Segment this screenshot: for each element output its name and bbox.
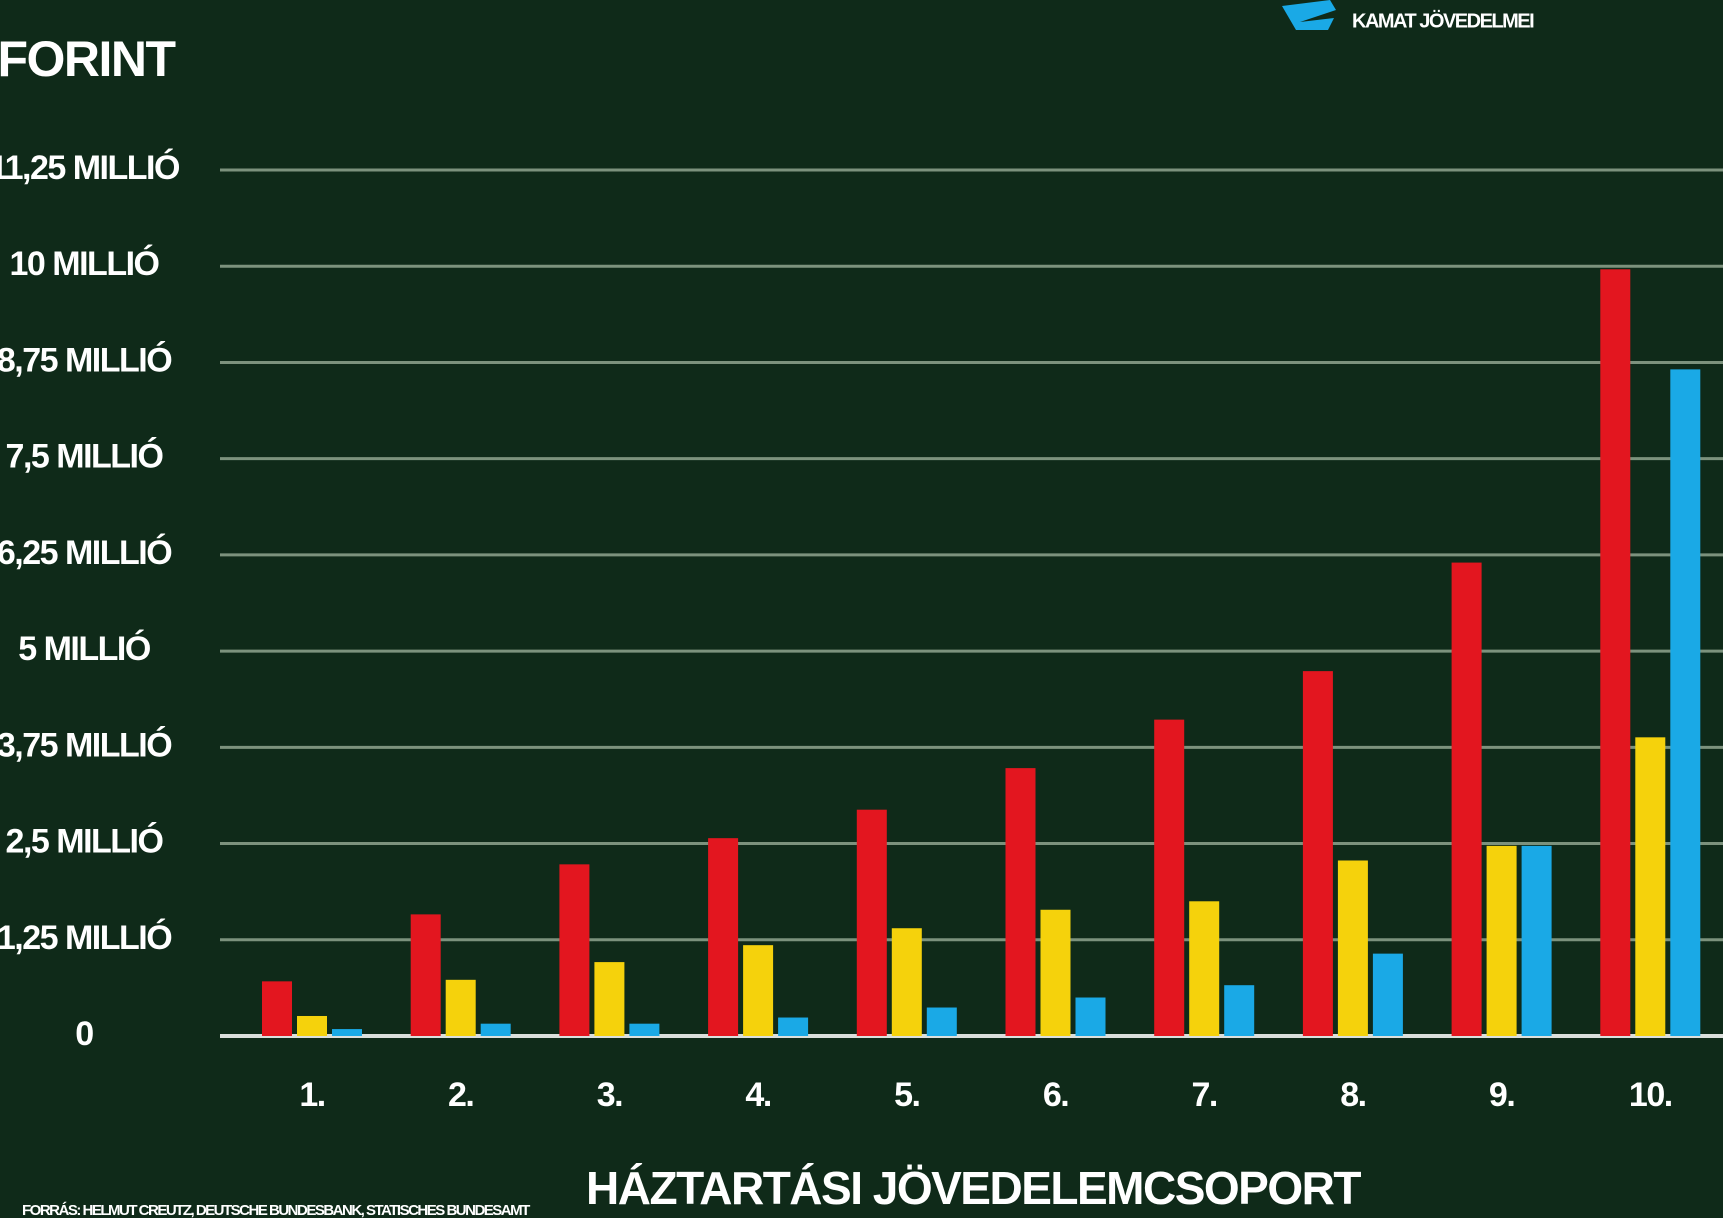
bar xyxy=(1154,719,1185,1036)
bar xyxy=(1670,369,1701,1036)
x-tick-label: 8. xyxy=(1340,1076,1365,1114)
bar xyxy=(743,945,774,1036)
y-tick-label: 6,25 MILLIÓ xyxy=(0,534,172,572)
bar xyxy=(1040,909,1071,1036)
bar xyxy=(1302,671,1333,1036)
y-tick-label: 5 MILLIÓ xyxy=(18,630,151,668)
bar xyxy=(594,962,625,1036)
y-tick-label: 1,25 MILLIÓ xyxy=(0,919,172,957)
legend-swatch xyxy=(1282,0,1336,30)
bar xyxy=(629,1023,660,1036)
bar xyxy=(778,1017,809,1036)
bar xyxy=(1521,845,1552,1036)
source: FORRÁS: HELMUT CREUTZ, DEUTSCHE BUNDESBA… xyxy=(22,1202,530,1218)
bar xyxy=(1451,562,1482,1036)
x-tick-label: 7. xyxy=(1192,1076,1217,1114)
y-tick-label: 2,5 MILLIÓ xyxy=(6,823,164,861)
x-axis-title: HÁZTARTÁSI JÖVEDELEMCSOPORT xyxy=(586,1162,1361,1214)
bar xyxy=(410,914,441,1036)
bar xyxy=(1189,901,1220,1036)
bar xyxy=(1486,845,1517,1036)
x-tick-label: 1. xyxy=(299,1076,324,1114)
y-tick-label: 3,75 MILLIÓ xyxy=(0,726,172,764)
bar xyxy=(1005,768,1036,1036)
bar xyxy=(480,1023,511,1036)
bar xyxy=(1635,737,1666,1036)
bar xyxy=(891,928,922,1036)
x-tick-label: 6. xyxy=(1043,1076,1068,1114)
bar xyxy=(708,838,739,1036)
bar xyxy=(1600,269,1631,1036)
bar xyxy=(559,864,590,1036)
bar xyxy=(1372,953,1403,1036)
bar xyxy=(1075,997,1106,1036)
y-tick-label: 0 xyxy=(75,1015,93,1053)
bar xyxy=(332,1029,362,1036)
bar xyxy=(1224,985,1255,1036)
x-tick-label: 5. xyxy=(894,1076,919,1114)
y-tick-label: 7,5 MILLIÓ xyxy=(6,438,164,476)
bar xyxy=(856,809,887,1036)
y-tick-label: 8,75 MILLIÓ xyxy=(0,341,172,379)
y-axis-title: FORINT xyxy=(0,31,175,87)
x-tick-label: 4. xyxy=(745,1076,770,1114)
y-tick-label: 10 MILLIÓ xyxy=(10,245,160,283)
bar xyxy=(445,979,476,1036)
x-tick-label: 3. xyxy=(597,1076,622,1114)
legend-label: KAMAT JÖVEDELMEI xyxy=(1352,9,1534,32)
y-tick-label: 11,25 MILLIÓ xyxy=(0,149,180,187)
bar xyxy=(926,1007,957,1036)
bar xyxy=(262,981,292,1036)
x-tick-label: 9. xyxy=(1489,1076,1514,1114)
x-tick-label: 10. xyxy=(1629,1076,1672,1114)
bar xyxy=(1337,860,1368,1036)
x-tick-label: 2. xyxy=(448,1076,473,1114)
bar xyxy=(297,1015,327,1036)
